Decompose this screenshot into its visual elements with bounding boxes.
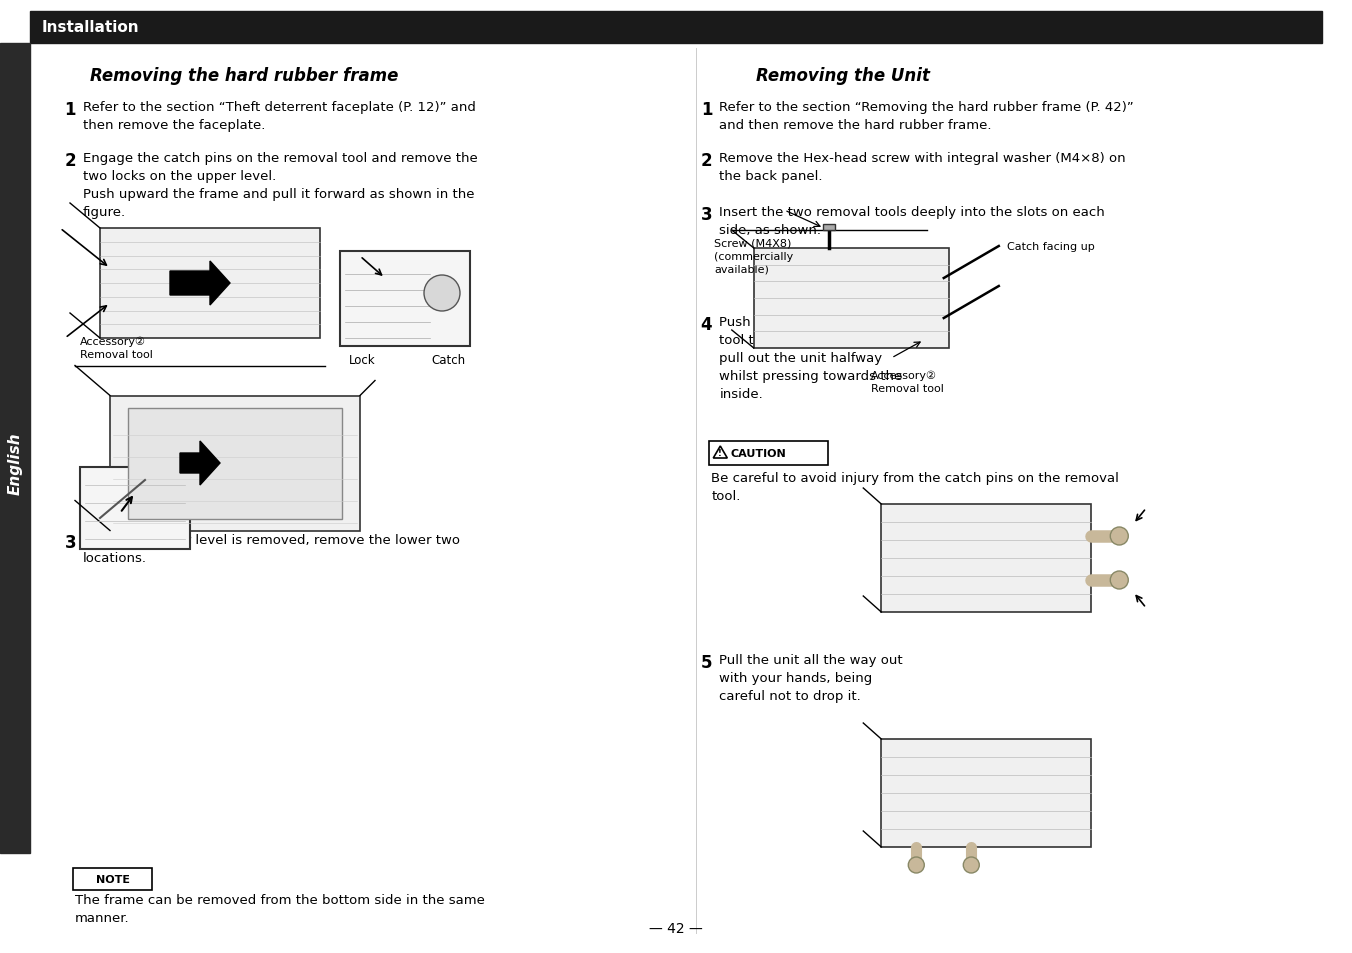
Text: Insert the two removal tools deeply into the slots on each
side, as shown.: Insert the two removal tools deeply into… [719, 206, 1105, 236]
Text: Accessory②
Removal tool: Accessory② Removal tool [871, 371, 944, 394]
Text: Catch facing up: Catch facing up [1007, 242, 1095, 252]
Text: Accessory②
Removal tool: Accessory② Removal tool [80, 336, 153, 359]
Bar [80, 468, 191, 550]
Text: Removing the hard rubber frame: Removing the hard rubber frame [91, 67, 399, 85]
Text: 3: 3 [700, 206, 713, 224]
Circle shape [425, 275, 460, 312]
Text: 1: 1 [700, 101, 713, 119]
Text: Be careful to avoid injury from the catch pins on the removal
tool.: Be careful to avoid injury from the catc… [711, 472, 1119, 502]
Bar [882, 740, 1091, 847]
Text: Lock: Lock [349, 355, 376, 367]
Circle shape [1110, 527, 1129, 545]
Polygon shape [180, 441, 220, 485]
Text: Catch: Catch [431, 355, 465, 367]
Text: 4: 4 [700, 315, 713, 334]
Text: Engage the catch pins on the removal tool and remove the
two locks on the upper : Engage the catch pins on the removal too… [82, 152, 477, 219]
Text: Refer to the section “Removing the hard rubber frame (P. 42)”
and then remove th: Refer to the section “Removing the hard … [719, 101, 1134, 132]
Polygon shape [170, 262, 230, 306]
Text: The frame can be removed from the bottom side in the same
manner.: The frame can be removed from the bottom… [74, 893, 485, 924]
Text: 5: 5 [700, 654, 713, 671]
FancyBboxPatch shape [73, 868, 151, 890]
Text: Refer to the section “Theft deterrent faceplate (P. 12)” and
then remove the fac: Refer to the section “Theft deterrent fa… [82, 101, 476, 132]
Text: !: ! [718, 449, 722, 458]
Bar [100, 229, 320, 338]
Text: Remove the Hex-head screw with integral washer (M4×8) on
the back panel.: Remove the Hex-head screw with integral … [719, 152, 1126, 183]
FancyBboxPatch shape [710, 441, 829, 465]
Text: Pull the unit all the way out
with your hands, being
careful not to drop it.: Pull the unit all the way out with your … [719, 654, 903, 702]
Circle shape [963, 857, 979, 873]
Bar [823, 225, 834, 231]
Bar [882, 504, 1091, 613]
Text: When the upper level is removed, remove the lower two
locations.: When the upper level is removed, remove … [82, 534, 460, 564]
Text: Installation: Installation [42, 20, 139, 35]
Text: 2: 2 [65, 152, 76, 170]
Bar [339, 252, 470, 346]
Text: NOTE: NOTE [96, 874, 130, 884]
Bar [0, 44, 30, 853]
Text: English: English [8, 433, 23, 495]
Text: — 42 —: — 42 — [649, 921, 703, 935]
Circle shape [1110, 572, 1129, 589]
Bar [128, 408, 342, 519]
Circle shape [909, 857, 925, 873]
Text: 3: 3 [65, 534, 76, 552]
Text: Screw (M4X8)
(commercially
available): Screw (M4X8) (commercially available) [714, 239, 794, 274]
Text: Push upward the removal
tool toward the top, and
pull out the unit halfway
whils: Push upward the removal tool toward the … [719, 315, 903, 400]
Bar [110, 396, 360, 531]
Bar [30, 12, 1322, 44]
Text: CAUTION: CAUTION [730, 449, 786, 458]
Polygon shape [714, 447, 727, 458]
Text: Removing the Unit: Removing the Unit [756, 67, 930, 85]
Text: 1: 1 [65, 101, 76, 119]
Text: 2: 2 [700, 152, 713, 170]
Bar [754, 249, 949, 349]
